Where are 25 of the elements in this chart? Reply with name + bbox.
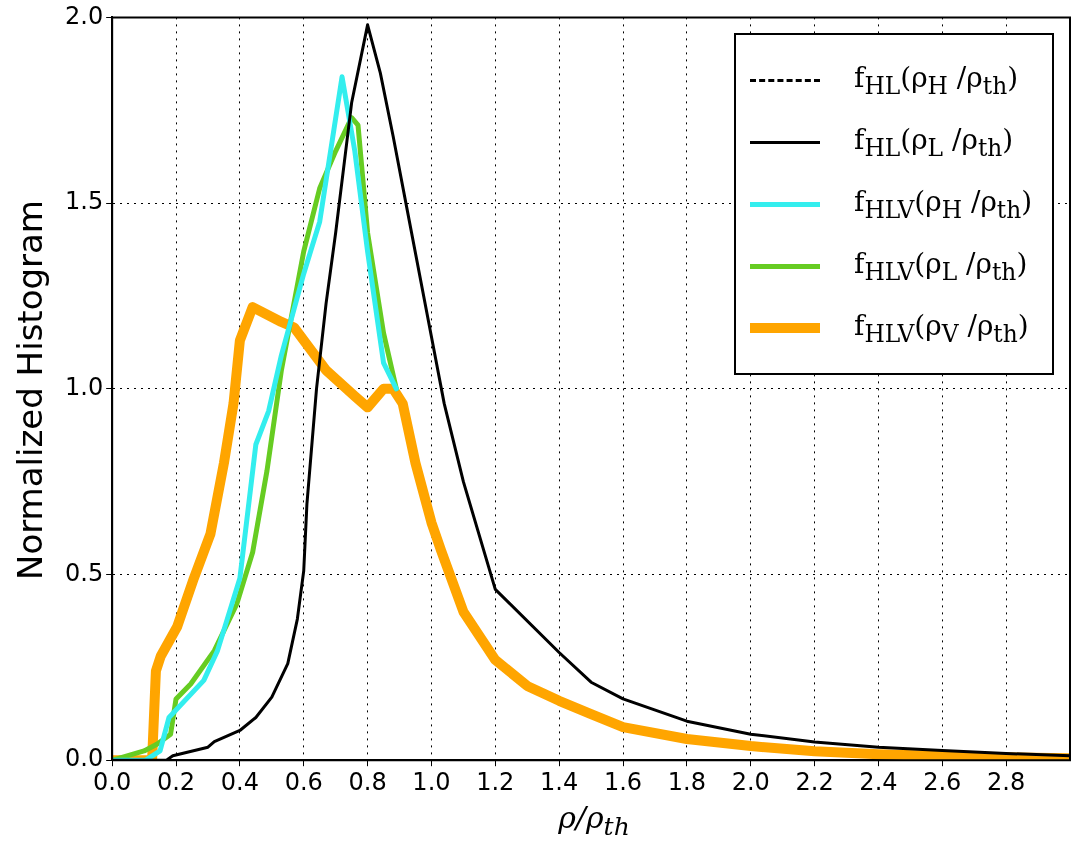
x-tick-label: 2.8 <box>987 767 1026 796</box>
x-tick-label: 0.8 <box>348 767 387 796</box>
legend-label: f$_{HL}$(ρ$_{L}$ /ρ$_{th}$) <box>854 123 1014 162</box>
x-tick-label: 1.2 <box>476 767 515 796</box>
y-tick-label: 0.5 <box>65 558 104 587</box>
x-tick-label: 0.4 <box>220 767 259 796</box>
x-tick-label: 1.0 <box>412 767 451 796</box>
x-tick-label: 2.0 <box>731 767 770 796</box>
y-tick-label: 1.5 <box>65 187 104 216</box>
x-tick-label: 2.6 <box>923 767 962 796</box>
x-tick-label: 1.4 <box>540 767 579 796</box>
x-axis-title: ρ/ρ$_{th}$ <box>557 800 631 841</box>
x-tick-label: 0.2 <box>156 767 196 796</box>
legend-label: f$_{HLV}$(ρ$_{V}$ /ρ$_{th}$) <box>854 309 1029 348</box>
x-tick-label: 0.6 <box>284 767 323 796</box>
y-tick-label: 1.0 <box>65 373 104 402</box>
x-tick-label: 1.6 <box>603 767 643 796</box>
legend-label: f$_{HLV}$(ρ$_{H}$ /ρ$_{th}$) <box>854 185 1033 224</box>
legend-label: f$_{HLV}$(ρ$_{L}$ /ρ$_{th}$) <box>854 247 1028 286</box>
legend-label: f$_{HL}$(ρ$_{H}$ /ρ$_{th}$) <box>854 61 1019 100</box>
y-axis-title: Normalized Histogram <box>10 199 50 582</box>
x-tick-label: 2.2 <box>795 767 834 796</box>
x-tick-label: 2.4 <box>859 767 898 796</box>
y-tick-label: 2.0 <box>65 1 104 30</box>
x-tick-label: 1.8 <box>667 767 706 796</box>
